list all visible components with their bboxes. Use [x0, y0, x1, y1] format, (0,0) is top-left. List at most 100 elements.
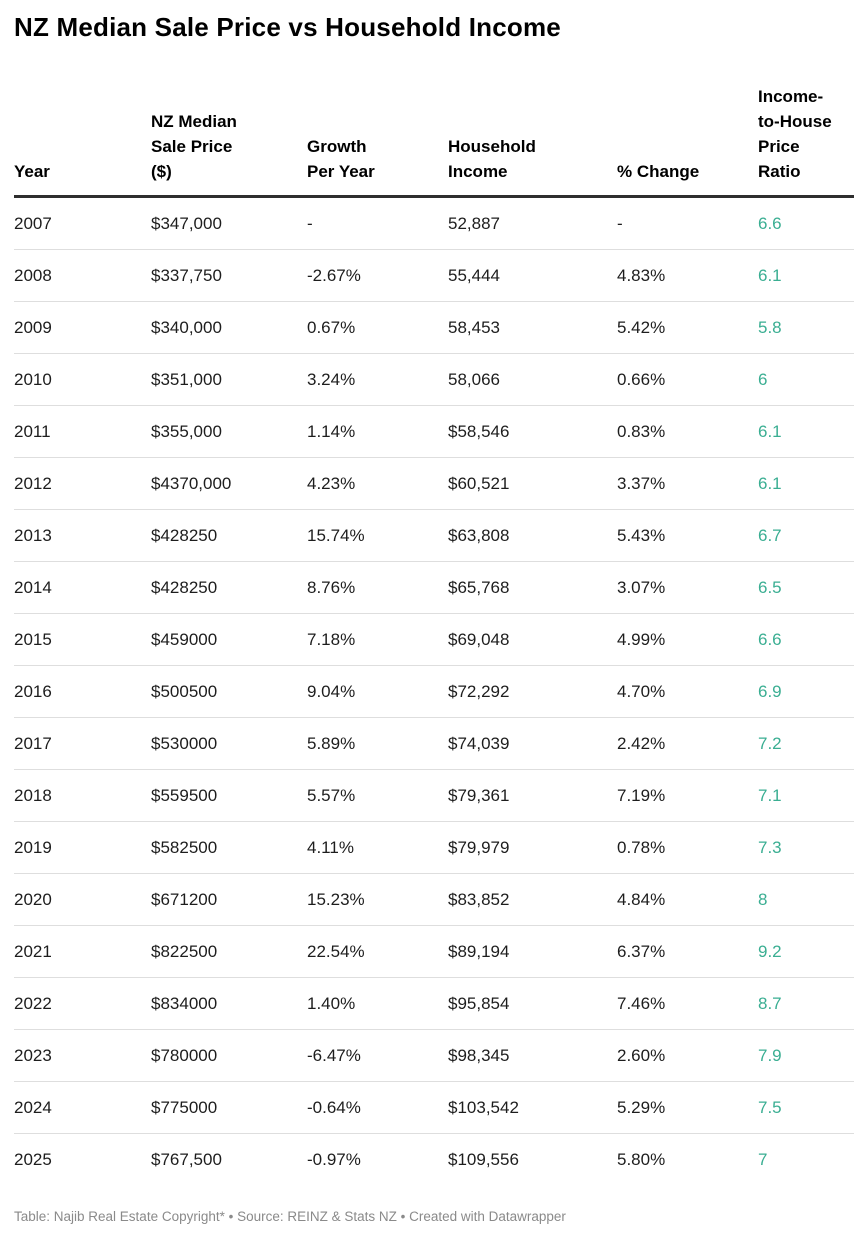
cell-year: 2015: [14, 613, 151, 666]
cell-ratio: 7.5: [758, 1081, 854, 1134]
header-row: Year NZ Median Sale Price ($) Growth Per Y…: [14, 84, 854, 198]
cell-change: 5.80%: [617, 1133, 758, 1185]
table-row: 2022 $834000 1.40% $95,854 7.46% 8.7: [14, 977, 854, 1030]
cell-ratio: 7.2: [758, 717, 854, 770]
cell-price: $671200: [151, 873, 307, 926]
cell-change: 0.78%: [617, 821, 758, 874]
cell-growth: 1.14%: [307, 405, 448, 458]
cell-ratio: 8: [758, 873, 854, 926]
cell-year: 2025: [14, 1133, 151, 1185]
cell-year: 2024: [14, 1081, 151, 1134]
cell-year: 2022: [14, 977, 151, 1030]
data-table: Year NZ Median Sale Price ($) Growth Per Y…: [14, 84, 854, 1185]
cell-price: $347,000: [151, 214, 222, 233]
table-row: 2008 $337,750 -2.67% 55,444 4.83% 6.1: [14, 249, 854, 302]
cell-income: 58,066: [448, 353, 617, 406]
cell-change: 4.70%: [617, 665, 758, 718]
cell-income: $83,852: [448, 873, 617, 926]
cell-income: $63,808: [448, 509, 617, 562]
column-header-change: % Change: [617, 84, 758, 198]
cell-change: 4.84%: [617, 873, 758, 926]
cell-ratio: 8.7: [758, 977, 854, 1030]
cell-income: $79,361: [448, 769, 617, 822]
cell-change: 5.42%: [617, 301, 758, 354]
cell-ratio: 6.5: [758, 561, 854, 614]
footer-note: Table: Najib Real Estate Copyright* • So…: [14, 1209, 566, 1224]
cell-price: $834000: [151, 977, 307, 1030]
cell-year: 2017: [14, 717, 151, 770]
cell-ratio: 6: [758, 353, 854, 406]
table-row: 2020 $671200 15.23% $83,852 4.84% 8: [14, 873, 854, 926]
cell-price: $822500: [151, 925, 307, 978]
column-header-ratio: Income- to-House Price Ratio: [758, 84, 854, 198]
cell-price: $500500: [151, 665, 307, 718]
column-header-year: Year: [14, 84, 151, 198]
cell-change: 0.66%: [617, 353, 758, 406]
table-row: 2010 $351,000 3.24% 58,066 0.66% 6: [14, 353, 854, 406]
cell-growth: -0.64%: [307, 1081, 448, 1134]
table-row: 2016 $500500 9.04% $72,292 4.70% 6.9: [14, 665, 854, 718]
cell-year: 2009: [14, 301, 151, 354]
cell-year: 2021: [14, 925, 151, 978]
table-body: 2007 $347,000 - 52,887 - 6.6 2008 $337,750 -2.67…: [14, 197, 854, 1185]
table-row: 2018 $559500 5.57% $79,361 7.19% 7.1: [14, 769, 854, 822]
table-header: Year NZ Median Sale Price ($) Growth Per Y…: [14, 84, 854, 198]
cell-ratio: 7.9: [758, 1029, 854, 1082]
cell-price: $582500: [151, 821, 307, 874]
cell-income: $95,854: [448, 977, 617, 1030]
cell-year: 2013: [14, 509, 151, 562]
cell-price: $351,000: [151, 353, 307, 406]
cell-change: 5.29%: [617, 1081, 758, 1134]
cell-price: $530000: [151, 717, 307, 770]
page-title: NZ Median Sale Price vs Household Income: [14, 12, 561, 42]
cell-ratio: 7.3: [758, 821, 854, 874]
cell-ratio: 5.8: [758, 301, 854, 354]
cell-income: $60,521: [448, 457, 617, 510]
cell-growth: -2.67%: [307, 249, 448, 302]
cell-income: 52,887: [448, 214, 500, 233]
cell-change: -: [617, 214, 623, 233]
cell-price: $337,750: [151, 249, 307, 302]
cell-change: 2.42%: [617, 717, 758, 770]
cell-ratio: 7: [758, 1133, 854, 1185]
cell-change: 6.37%: [617, 925, 758, 978]
cell-price: $767,500: [151, 1133, 307, 1185]
table-row: 2013 $428250 15.74% $63,808 5.43% 6.7: [14, 509, 854, 562]
cell-income: $72,292: [448, 665, 617, 718]
cell-income: $109,556: [448, 1133, 617, 1185]
table-row: 2011 $355,000 1.14% $58,546 0.83% 6.1: [14, 405, 854, 458]
cell-price: $355,000: [151, 405, 307, 458]
cell-growth: 15.23%: [307, 873, 448, 926]
cell-growth: -0.97%: [307, 1133, 448, 1185]
cell-change: 5.43%: [617, 509, 758, 562]
cell-growth: 4.11%: [307, 821, 448, 874]
cell-year: 2018: [14, 769, 151, 822]
cell-ratio: 6.7: [758, 509, 854, 562]
column-header-price: NZ Median Sale Price ($): [151, 84, 307, 198]
table-row: 2007 $347,000 - 52,887 - 6.6: [14, 197, 854, 250]
cell-year: 2016: [14, 665, 151, 718]
cell-growth: 8.76%: [307, 561, 448, 614]
cell-price: $780000: [151, 1029, 307, 1082]
cell-change: 3.37%: [617, 457, 758, 510]
cell-change: 0.83%: [617, 405, 758, 458]
cell-income: 55,444: [448, 249, 617, 302]
table-row: 2019 $582500 4.11% $79,979 0.78% 7.3: [14, 821, 854, 874]
column-header-income: Household Income: [448, 84, 617, 198]
column-header-growth: Growth Per Year: [307, 84, 448, 198]
cell-growth: -6.47%: [307, 1029, 448, 1082]
cell-growth: 5.89%: [307, 717, 448, 770]
cell-price: $559500: [151, 769, 307, 822]
cell-year: 2010: [14, 353, 151, 406]
cell-price: $340,000: [151, 301, 307, 354]
cell-change: 7.46%: [617, 977, 758, 1030]
cell-income: $69,048: [448, 613, 617, 666]
cell-price: $428250: [151, 509, 307, 562]
cell-income: $79,979: [448, 821, 617, 874]
cell-ratio: 9.2: [758, 925, 854, 978]
cell-change: 2.60%: [617, 1029, 758, 1082]
cell-price: $459000: [151, 613, 307, 666]
cell-growth: 9.04%: [307, 665, 448, 718]
cell-growth: 4.23%: [307, 457, 448, 510]
cell-change: 4.83%: [617, 249, 758, 302]
